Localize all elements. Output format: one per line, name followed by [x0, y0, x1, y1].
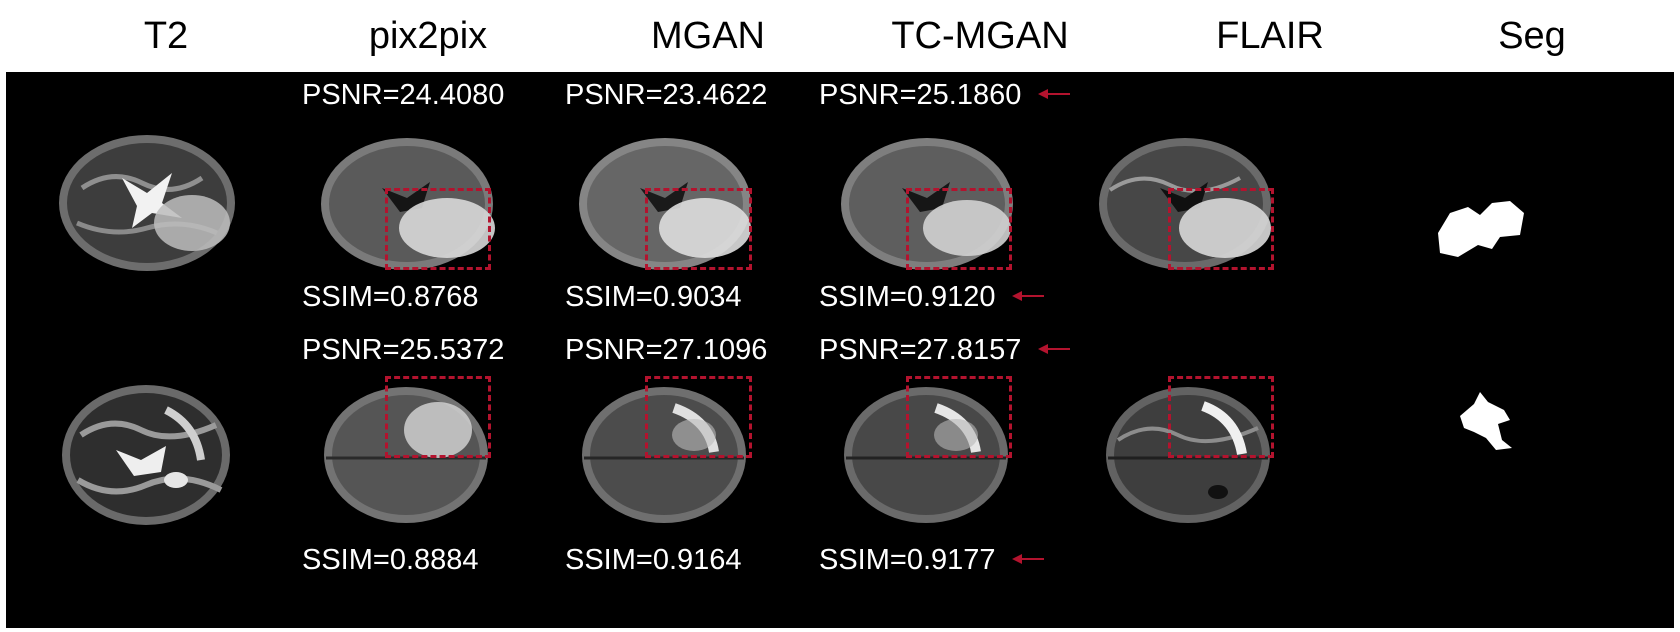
zoom-box-tc-mgan-row1: [906, 188, 1012, 270]
column-header-tc-mgan: TC-MGAN: [891, 15, 1069, 57]
brain-image-tc-mgan-row1: [841, 138, 1013, 270]
ssim-tc-mgan-row1: SSIM=0.9120: [819, 281, 996, 313]
column-header-t2: T2: [143, 15, 189, 57]
column-header-seg: Seg: [1498, 15, 1566, 57]
zoom-box-mgan-row1: [645, 188, 752, 270]
psnr-tc-mgan-row1: PSNR=25.1860: [819, 79, 1022, 111]
ssim-mgan-row2: SSIM=0.9164: [565, 544, 742, 576]
best-ssim-arrow-row1: [1012, 291, 1044, 301]
ssim-tc-mgan-row2: SSIM=0.9177: [819, 544, 996, 576]
ssim-pix2pix-row2: SSIM=0.8884: [302, 544, 479, 576]
column-header-flair: FLAIR: [1216, 15, 1324, 57]
panel-label: (a): [12, 331, 52, 371]
segmentation-mask-row1: [1438, 201, 1524, 257]
zoom-box-pix2pix-row2: [385, 376, 491, 458]
best-psnr-arrow-row1: [1038, 89, 1070, 99]
ssim-pix2pix-row1: SSIM=0.8768: [302, 281, 479, 313]
ssim-mgan-row1: SSIM=0.9034: [565, 281, 742, 313]
segmentation-mask-row2: [1460, 392, 1512, 450]
psnr-mgan-row2: PSNR=27.1096: [565, 334, 768, 366]
figure-panel: [6, 72, 1674, 628]
psnr-pix2pix-row1: PSNR=24.4080: [302, 79, 505, 111]
brain-image-mgan-row1: [579, 138, 751, 270]
best-ssim-arrow-row2: [1012, 554, 1044, 564]
column-header-mgan: MGAN: [651, 15, 765, 57]
zoom-box-flair-row2: [1168, 376, 1274, 458]
psnr-pix2pix-row2: PSNR=25.5372: [302, 334, 505, 366]
brain-image-pix2pix-row1: [321, 138, 495, 270]
psnr-mgan-row1: PSNR=23.4622: [565, 79, 768, 111]
zoom-box-flair-row1: [1168, 188, 1274, 270]
brain-image-flair-row1: [1099, 138, 1271, 270]
brain-image-t2-row1: [59, 135, 235, 271]
psnr-tc-mgan-row2: PSNR=27.8157: [819, 334, 1022, 366]
column-header-pix2pix: pix2pix: [368, 15, 488, 57]
zoom-box-pix2pix-row1: [385, 188, 491, 270]
zoom-box-mgan-row2: [645, 376, 752, 458]
best-psnr-arrow-row2: [1038, 344, 1070, 354]
brain-image-t2-row2: [62, 385, 230, 525]
zoom-box-tc-mgan-row2: [906, 376, 1012, 458]
